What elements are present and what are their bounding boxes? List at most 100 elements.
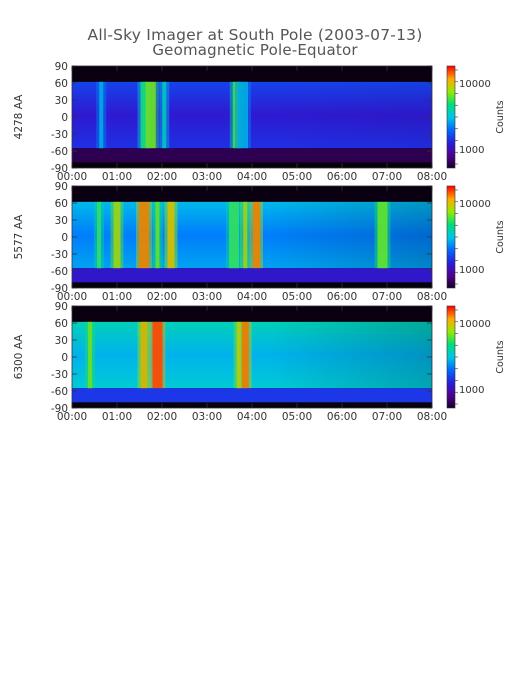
- event-halo: [159, 81, 170, 149]
- band-fade: [72, 81, 432, 149]
- x-tick-label: 07:00: [372, 171, 402, 183]
- x-tick-label: 07:00: [372, 291, 402, 303]
- x-tick-label: 06:00: [327, 171, 357, 183]
- event-streak: [140, 321, 148, 389]
- heatmap-plot: [72, 186, 432, 288]
- x-tick-label: 05:00: [282, 291, 312, 303]
- x-tick-label: 03:00: [192, 411, 222, 423]
- event-streak: [97, 201, 101, 269]
- event-halo: [235, 81, 251, 149]
- event-streak: [167, 201, 175, 269]
- x-tick-label: 00:00: [57, 411, 87, 423]
- colorbar-tick-label: 10000: [459, 319, 491, 330]
- x-tick-label: 00:00: [57, 291, 87, 303]
- x-tick-label: 08:00: [417, 171, 447, 183]
- event-streak: [155, 201, 160, 269]
- x-tick-label: 02:00: [147, 291, 177, 303]
- y-tick-label: -30: [51, 369, 68, 381]
- colorbar-label: Counts: [495, 100, 506, 133]
- y-tick-label: 0: [61, 352, 68, 364]
- event-streak: [145, 81, 156, 149]
- x-tick-label: 03:00: [192, 171, 222, 183]
- chart-title: All-Sky Imager at South Pole (2003-07-13…: [87, 26, 423, 44]
- event-halo: [85, 321, 95, 389]
- y-axis-label: 5577 AA: [13, 214, 25, 260]
- chart-subtitle: Geomagnetic Pole-Equator: [152, 41, 358, 59]
- y-tick-label: -60: [51, 266, 68, 278]
- y-tick-label: 90: [55, 181, 68, 193]
- y-tick-label: -30: [51, 249, 68, 261]
- y-tick-label: 90: [55, 61, 68, 73]
- x-tick-label: 03:00: [192, 291, 222, 303]
- y-tick-label: 90: [55, 301, 68, 313]
- colorbar-tick-label: 10000: [459, 199, 491, 210]
- colorbar: [446, 185, 456, 289]
- y-tick-label: -90: [51, 163, 68, 175]
- colorbar-tick-label: 1000: [459, 145, 484, 156]
- colorbar-tick-label: 1000: [459, 385, 484, 396]
- event-streak: [236, 321, 241, 389]
- heatmap-plot: [72, 306, 432, 408]
- y-tick-label: 60: [55, 198, 68, 210]
- y-axis-label: 4278 AA: [13, 94, 25, 140]
- x-tick-label: 04:00: [237, 291, 267, 303]
- y-tick-label: 30: [55, 335, 68, 347]
- y-tick-label: 30: [55, 95, 68, 107]
- band-fade: [72, 201, 432, 269]
- y-tick-label: 30: [55, 215, 68, 227]
- x-tick-label: 04:00: [237, 411, 267, 423]
- x-tick-label: 02:00: [147, 411, 177, 423]
- x-tick-label: 01:00: [102, 171, 132, 183]
- event-streak: [241, 321, 249, 389]
- event-halo: [110, 201, 124, 269]
- x-tick-label: 05:00: [282, 411, 312, 423]
- event-streak: [140, 81, 148, 149]
- x-tick-label: 00:00: [57, 171, 87, 183]
- x-tick-label: 04:00: [237, 171, 267, 183]
- x-tick-label: 06:00: [327, 411, 357, 423]
- y-tick-label: 0: [61, 232, 68, 244]
- colorbar: [446, 305, 456, 409]
- colorbar-tick-label: 1000: [459, 265, 484, 276]
- x-tick-label: 07:00: [372, 411, 402, 423]
- event-halo: [250, 201, 263, 269]
- event-halo: [96, 81, 107, 149]
- event-streak: [99, 81, 104, 149]
- event-streak: [238, 81, 248, 149]
- event-streak: [88, 321, 92, 389]
- event-halo: [152, 201, 163, 269]
- x-tick-label: 05:00: [282, 171, 312, 183]
- event-halo: [374, 201, 391, 269]
- event-halo: [149, 321, 166, 389]
- event-streak: [377, 201, 388, 269]
- event-streak: [229, 201, 239, 269]
- x-tick-label: 01:00: [102, 411, 132, 423]
- heatmap-plot: [72, 66, 432, 168]
- x-tick-label: 08:00: [417, 291, 447, 303]
- event-halo: [94, 201, 104, 269]
- event-halo: [142, 81, 159, 149]
- y-tick-label: 0: [61, 112, 68, 124]
- y-tick-label: -90: [51, 283, 68, 295]
- y-tick-label: -60: [51, 386, 68, 398]
- x-tick-label: 06:00: [327, 291, 357, 303]
- event-halo: [226, 201, 242, 269]
- x-tick-label: 01:00: [102, 291, 132, 303]
- colorbar-label: Counts: [495, 340, 506, 373]
- event-halo: [164, 201, 178, 269]
- event-streak: [243, 201, 248, 269]
- colorbar-tick-label: 10000: [459, 79, 491, 90]
- colorbar: [446, 65, 456, 169]
- event-halo: [240, 201, 251, 269]
- event-halo: [238, 321, 252, 389]
- y-tick-label: -30: [51, 129, 68, 141]
- event-streak: [152, 321, 163, 389]
- x-tick-label: 02:00: [147, 171, 177, 183]
- y-tick-label: 60: [55, 78, 68, 90]
- event-halo: [233, 321, 244, 389]
- x-tick-label: 08:00: [417, 411, 447, 423]
- colorbar-label: Counts: [495, 220, 506, 253]
